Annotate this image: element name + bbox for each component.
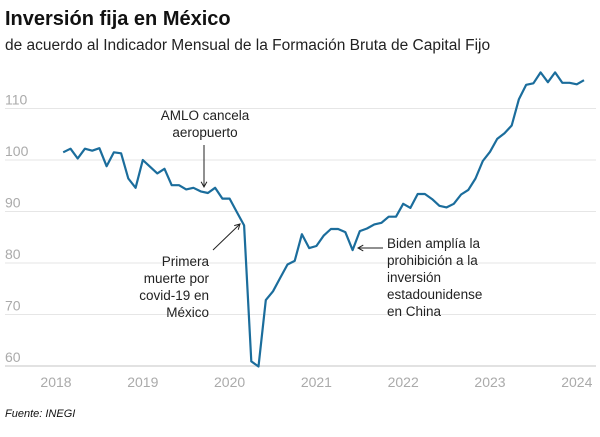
annotation-text: Biden amplía la (387, 236, 481, 251)
x-tick-label: 2023 (474, 374, 505, 390)
source-note: Fuente: INEGI (5, 408, 75, 420)
y-tick-label: 70 (5, 298, 21, 314)
chart-subtitle: de acuerdo al Indicador Mensual de la Fo… (5, 37, 490, 54)
annotation-text: covid-19 en (139, 288, 209, 303)
x-tick-label: 2024 (561, 374, 592, 390)
series-line (63, 72, 584, 366)
annotation-text: AMLO cancela (161, 108, 250, 123)
y-tick-label: 100 (5, 143, 29, 159)
y-tick-label: 60 (5, 349, 21, 365)
annotation-text: aeropuerto (172, 125, 237, 140)
annotation-text: Primera (162, 254, 210, 269)
x-tick-label: 2021 (301, 374, 332, 390)
y-tick-label: 80 (5, 246, 21, 262)
y-tick-label: 90 (5, 195, 21, 211)
y-tick-label: 110 (5, 92, 28, 108)
x-tick-label: 2019 (127, 374, 158, 390)
annotation-text: en China (387, 304, 442, 319)
x-tick-label: 2020 (214, 374, 245, 390)
annotation-arrow (213, 224, 240, 250)
x-tick-label: 2022 (388, 374, 419, 390)
chart-title: Inversión fija en México (5, 8, 231, 30)
annotation-text: estadounidense (387, 287, 482, 302)
annotation-text: muerte por (144, 271, 210, 286)
annotation-text: inversión (387, 270, 441, 285)
annotation-text: México (166, 305, 209, 320)
x-tick-label: 2018 (40, 374, 71, 390)
annotation-text: prohibición a la (387, 253, 478, 268)
